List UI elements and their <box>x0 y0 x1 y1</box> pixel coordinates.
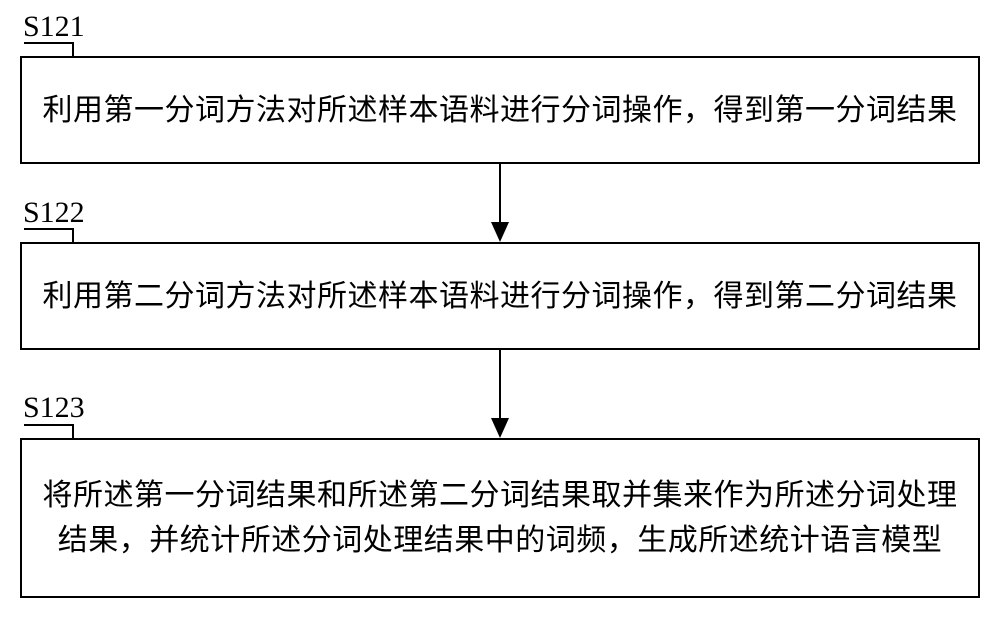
step-box-s123: 将所述第一分词结果和所述第二分词结果取并集来作为所述分词处理结果，并统计所述分词… <box>20 438 980 598</box>
step-label-s123: S123 <box>23 393 85 423</box>
step-label-s121: S121 <box>23 12 85 42</box>
arrow-s122-s123-line <box>499 350 501 418</box>
step-text-s123: 将所述第一分词结果和所述第二分词结果取并集来作为所述分词处理结果，并统计所述分词… <box>22 473 978 563</box>
step-text-s122: 利用第二分词方法对所述样本语料进行分词操作，得到第二分词结果 <box>35 274 966 319</box>
step-label-s122: S122 <box>23 198 85 228</box>
arrow-s122-s123-head <box>491 418 509 438</box>
step-text-s121: 利用第一分词方法对所述样本语料进行分词操作，得到第一分词结果 <box>35 88 966 133</box>
arrow-s121-s122-line <box>499 164 501 222</box>
arrow-s121-s122-head <box>491 222 509 242</box>
flowchart-canvas: S121 利用第一分词方法对所述样本语料进行分词操作，得到第一分词结果 S122… <box>0 0 1000 631</box>
step-box-s121: 利用第一分词方法对所述样本语料进行分词操作，得到第一分词结果 <box>20 56 980 164</box>
step-box-s122: 利用第二分词方法对所述样本语料进行分词操作，得到第二分词结果 <box>20 242 980 350</box>
